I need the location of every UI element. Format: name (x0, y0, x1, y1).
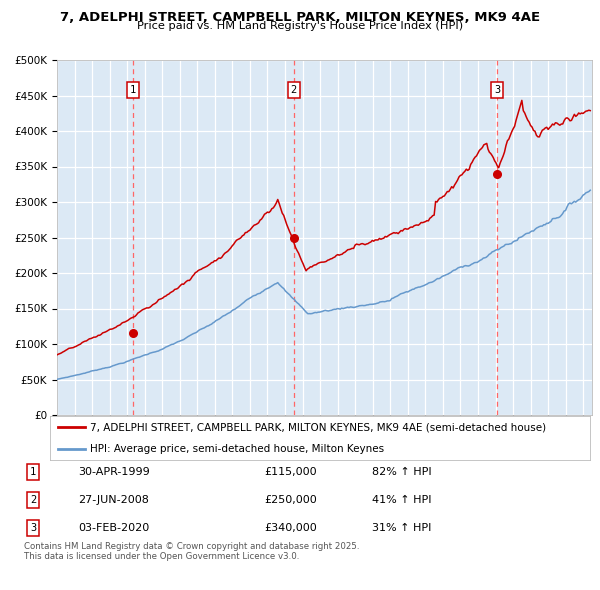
Text: £340,000: £340,000 (264, 523, 317, 533)
Text: 7, ADELPHI STREET, CAMPBELL PARK, MILTON KEYNES, MK9 4AE: 7, ADELPHI STREET, CAMPBELL PARK, MILTON… (60, 11, 540, 24)
Text: £115,000: £115,000 (264, 467, 317, 477)
Text: 7, ADELPHI STREET, CAMPBELL PARK, MILTON KEYNES, MK9 4AE (semi-detached house): 7, ADELPHI STREET, CAMPBELL PARK, MILTON… (91, 422, 547, 432)
Text: 1: 1 (30, 467, 36, 477)
Text: 1: 1 (130, 85, 136, 95)
Text: HPI: Average price, semi-detached house, Milton Keynes: HPI: Average price, semi-detached house,… (91, 444, 385, 454)
Text: 30-APR-1999: 30-APR-1999 (78, 467, 150, 477)
Text: 2: 2 (30, 495, 36, 505)
Text: 27-JUN-2008: 27-JUN-2008 (78, 495, 149, 505)
Text: 03-FEB-2020: 03-FEB-2020 (78, 523, 149, 533)
Text: 41% ↑ HPI: 41% ↑ HPI (372, 495, 431, 505)
Text: £250,000: £250,000 (264, 495, 317, 505)
Text: 2: 2 (290, 85, 297, 95)
Text: Price paid vs. HM Land Registry's House Price Index (HPI): Price paid vs. HM Land Registry's House … (137, 21, 463, 31)
Text: 31% ↑ HPI: 31% ↑ HPI (372, 523, 431, 533)
Text: Contains HM Land Registry data © Crown copyright and database right 2025.: Contains HM Land Registry data © Crown c… (24, 542, 359, 550)
Text: 82% ↑ HPI: 82% ↑ HPI (372, 467, 431, 477)
Text: 3: 3 (494, 85, 500, 95)
Text: This data is licensed under the Open Government Licence v3.0.: This data is licensed under the Open Gov… (24, 552, 299, 560)
Text: 3: 3 (30, 523, 36, 533)
